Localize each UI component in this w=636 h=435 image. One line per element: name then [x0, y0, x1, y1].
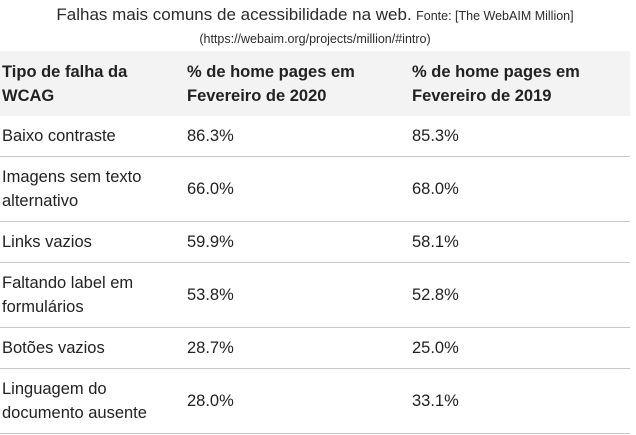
cell-2019: 85.3%	[410, 116, 630, 157]
cell-failure-type: Links vazios	[0, 221, 185, 263]
cell-failure-type: Linguagem do documento ausente	[0, 368, 185, 434]
cell-2020: 59.9%	[185, 221, 410, 263]
header-failure-type: Tipo de falha da WCAG	[2, 63, 128, 105]
cell-2020: 28.7%	[185, 327, 410, 369]
cell-2020: 86.3%	[185, 116, 410, 157]
cell-failure-type: Imagens sem texto alternativo	[0, 156, 185, 222]
header-2020: % de home pages em Fevereiro de 2020	[187, 63, 355, 105]
cell-2019: 58.1%	[410, 221, 630, 263]
table-row: Faltando label em formulários 53.8% 52.8…	[0, 262, 630, 328]
table-row: Botões vazios 28.7% 25.0%	[0, 327, 630, 369]
cell-2020: 53.8%	[185, 262, 410, 328]
cell-2019: 33.1%	[410, 368, 630, 434]
caption-title: Falhas mais comuns de acessibilidade na …	[56, 5, 412, 24]
caption-source-url: (https://webaim.org/projects/million/#in…	[199, 32, 431, 46]
cell-2019: 25.0%	[410, 327, 630, 369]
table-row: Linguagem do documento ausente 28.0% 33.…	[0, 368, 630, 434]
cell-2020: 66.0%	[185, 156, 410, 222]
table-row: Imagens sem texto alternativo 66.0% 68.0…	[0, 156, 630, 222]
table-header-row: Tipo de falha da WCAG % de home pages em…	[0, 51, 630, 116]
table-row: Baixo contraste 86.3% 85.3%	[0, 116, 630, 157]
table-row: Links vazios 59.9% 58.1%	[0, 221, 630, 263]
cell-2019: 52.8%	[410, 262, 630, 328]
caption-source: Fonte: [The WebAIM Million]	[416, 9, 574, 23]
cell-failure-type: Botões vazios	[0, 327, 185, 369]
cell-failure-type: Baixo contraste	[0, 116, 185, 157]
cell-2019: 68.0%	[410, 156, 630, 222]
table-caption: Falhas mais comuns de acessibilidade na …	[0, 0, 630, 51]
cell-2020: 28.0%	[185, 368, 410, 434]
header-2019: % de home pages em Fevereiro de 2019	[412, 63, 580, 105]
cell-failure-type: Faltando label em formulários	[0, 262, 185, 328]
accessibility-failures-table: Tipo de falha da WCAG % de home pages em…	[0, 51, 630, 434]
